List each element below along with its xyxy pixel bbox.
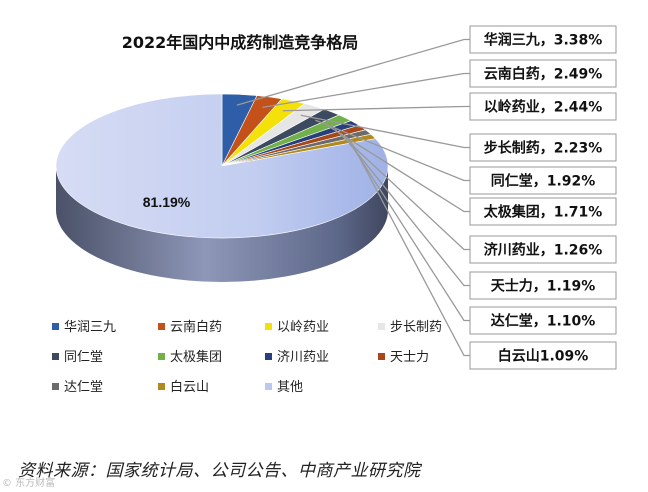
legend-swatch-1 [158,323,165,330]
legend-label-7: 天士力 [390,350,429,365]
pie-side-wall [56,166,388,282]
leader-line-5 [326,124,470,213]
legend-swatch-6 [265,353,272,360]
callout-label-6: 济川药业，1.26% [484,242,603,259]
pie-side-10 [56,166,388,282]
callout-box-4 [469,166,617,195]
leader-line-6 [334,128,470,251]
callout-box-2 [469,92,617,121]
callout-box-8 [469,306,617,335]
legend-label-0: 华润三九 [64,320,116,335]
callout-box-9 [469,341,617,370]
legend-label-9: 白云山 [170,379,209,395]
callout-box-3 [469,133,617,162]
pie-slice-10 [55,93,389,239]
callout-box-5 [469,197,617,226]
leader-line-8 [345,136,470,322]
callout-label-0: 华润三九，3.38% [484,32,603,49]
callout-labels: 华润三九，3.38% 云南白药，2.49% 以岭药业，2.44% 步长制药，2.23%… [143,25,617,370]
leader-line-7 [340,132,470,287]
legend-label-10: 其他 [277,380,303,395]
callout-label-5: 太极集团，1.71% [484,204,603,221]
callout-label-1: 云南白药，2.49% [484,66,603,83]
legend-swatch-10 [265,383,272,390]
legend-swatch-5 [158,353,165,360]
legend-swatch-4 [52,353,59,360]
callout-box-1 [469,59,617,88]
leader-line-4 [315,119,470,182]
pie-top-face [55,93,389,239]
callout-label-8: 达仁堂，1.10% [491,313,596,330]
leader-line-1 [262,72,470,109]
callout-box-7 [469,271,617,300]
legend-label-8: 达仁堂 [64,380,103,395]
legend-swatch-9 [158,383,165,390]
legend-label-5: 太极集团 [170,349,222,365]
legend-label-1: 云南白药 [170,319,222,335]
legend-label-4: 同仁堂 [64,350,103,365]
callout-box-6 [469,235,617,264]
source-note: 资料来源：国家统计局、公司公告、中商产业研究院 [18,461,421,481]
legend-swatch-0 [52,323,59,330]
callout-label-7: 天士力，1.19% [491,278,596,295]
leader-line-0 [236,38,470,106]
callout-box-0 [469,25,617,54]
callout-label-3: 步长制药，2.23% [484,140,603,157]
data-label-other: 81.19% [143,194,191,210]
legend-label-6: 济川药业 [277,350,329,365]
watermark: © 东方财富 [2,478,56,489]
leader-line-3 [300,114,470,149]
chart-title: 2022年国内中成药制造竞争格局 [122,33,359,52]
callout-label-2: 以岭药业，2.44% [484,99,603,116]
leader-lines [236,38,470,357]
leader-line-2 [282,105,470,112]
legend-label-3: 步长制药 [390,320,442,335]
leader-line-9 [350,140,470,357]
legend-swatch-8 [52,383,59,390]
callout-label-4: 同仁堂，1.92% [491,173,596,190]
legend-swatch-3 [378,323,385,330]
legend-swatch-2 [265,323,272,330]
callout-label-9: 白云山1.09% [498,348,589,365]
legend-swatch-7 [378,353,385,360]
legend-label-2: 以岭药业 [277,320,329,335]
